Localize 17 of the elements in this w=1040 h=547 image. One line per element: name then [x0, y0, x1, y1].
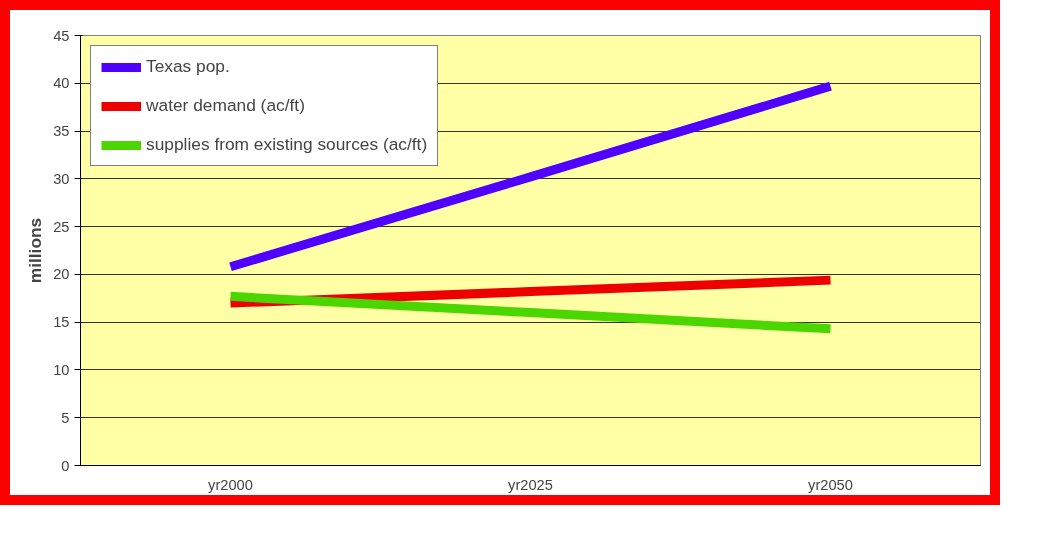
legend-label: Texas pop.	[146, 56, 231, 77]
y-tick-label: 35	[53, 123, 70, 140]
y-tick-label: 45	[53, 27, 70, 44]
y-tick-label: 40	[53, 75, 70, 92]
legend-label: water demand (ac/ft)	[146, 95, 306, 116]
x-tick-label: yr2050	[808, 476, 853, 493]
y-tick-label: 15	[53, 314, 70, 331]
y-tick-label: 25	[53, 218, 70, 235]
y-tick-label: 0	[61, 457, 70, 474]
y-axis-title: millions	[25, 217, 46, 284]
legend-label: supplies from existing sources (ac/ft)	[146, 134, 428, 155]
x-tick-label: yr2025	[508, 476, 553, 493]
y-tick-label: 5	[61, 409, 70, 426]
x-tick-label: yr2000	[208, 476, 253, 493]
y-tick-label: 30	[53, 170, 70, 187]
y-tick-label: 20	[53, 266, 70, 283]
y-tick-label: 10	[53, 361, 70, 378]
